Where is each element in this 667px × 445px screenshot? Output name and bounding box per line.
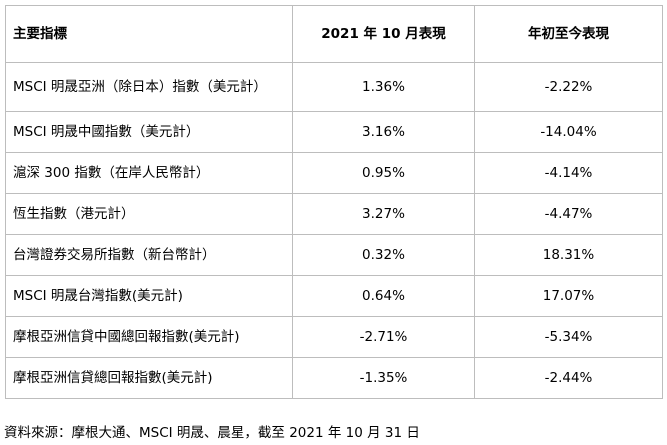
index-name-cell: 滬深 300 指數（在岸人民幣計） xyxy=(5,152,293,194)
oct-2021-cell: -1.35% xyxy=(292,357,475,399)
table-row: 恆生指數（港元計） 3.27% -4.47% xyxy=(5,193,663,235)
table-row: 滬深 300 指數（在岸人民幣計） 0.95% -4.14% xyxy=(5,152,663,194)
index-name-cell: 摩根亞洲信貸中國總回報指數(美元計) xyxy=(5,316,293,358)
ytd-cell: -5.34% xyxy=(474,316,663,358)
source-note: 資料來源：摩根大通、MSCI 明晟、晨星，截至 2021 年 10 月 31 日 xyxy=(4,425,420,441)
index-name-cell: 摩根亞洲信貸總回報指數(美元計) xyxy=(5,357,293,399)
ytd-cell: 17.07% xyxy=(474,275,663,317)
ytd-cell: -2.22% xyxy=(474,62,663,112)
index-name-cell: 恆生指數（港元計） xyxy=(5,193,293,235)
index-performance-table: 主要指標 2021 年 10 月表現 年初至今表現 MSCI 明晟亞洲（除日本）… xyxy=(5,5,663,399)
table-row: MSCI 明晟中國指數（美元計） 3.16% -14.04% xyxy=(5,111,663,153)
ytd-cell: -4.14% xyxy=(474,152,663,194)
header-ytd-performance: 年初至今表現 xyxy=(474,5,663,63)
oct-2021-cell: 0.32% xyxy=(292,234,475,276)
table-row: MSCI 明晟台灣指數(美元計) 0.64% 17.07% xyxy=(5,275,663,317)
ytd-cell: -4.47% xyxy=(474,193,663,235)
oct-2021-cell: 3.27% xyxy=(292,193,475,235)
oct-2021-cell: 3.16% xyxy=(292,111,475,153)
index-name-cell: MSCI 明晟亞洲（除日本）指數（美元計） xyxy=(5,62,293,112)
oct-2021-cell: 0.95% xyxy=(292,152,475,194)
table-row: MSCI 明晟亞洲（除日本）指數（美元計） 1.36% -2.22% xyxy=(5,62,663,112)
ytd-cell: -14.04% xyxy=(474,111,663,153)
performance-table-container: 主要指標 2021 年 10 月表現 年初至今表現 MSCI 明晟亞洲（除日本）… xyxy=(5,5,663,399)
header-index-name: 主要指標 xyxy=(5,5,293,63)
index-name-cell: MSCI 明晟台灣指數(美元計) xyxy=(5,275,293,317)
oct-2021-cell: 1.36% xyxy=(292,62,475,112)
index-name-cell: 台灣證券交易所指數（新台幣計） xyxy=(5,234,293,276)
header-oct-2021-performance: 2021 年 10 月表現 xyxy=(292,5,475,63)
table-row: 摩根亞洲信貸中國總回報指數(美元計) -2.71% -5.34% xyxy=(5,316,663,358)
oct-2021-cell: -2.71% xyxy=(292,316,475,358)
oct-2021-cell: 0.64% xyxy=(292,275,475,317)
index-name-cell: MSCI 明晟中國指數（美元計） xyxy=(5,111,293,153)
table-row: 台灣證券交易所指數（新台幣計） 0.32% 18.31% xyxy=(5,234,663,276)
table-row: 摩根亞洲信貸總回報指數(美元計) -1.35% -2.44% xyxy=(5,357,663,399)
table-header-row: 主要指標 2021 年 10 月表現 年初至今表現 xyxy=(5,5,663,63)
ytd-cell: -2.44% xyxy=(474,357,663,399)
ytd-cell: 18.31% xyxy=(474,234,663,276)
